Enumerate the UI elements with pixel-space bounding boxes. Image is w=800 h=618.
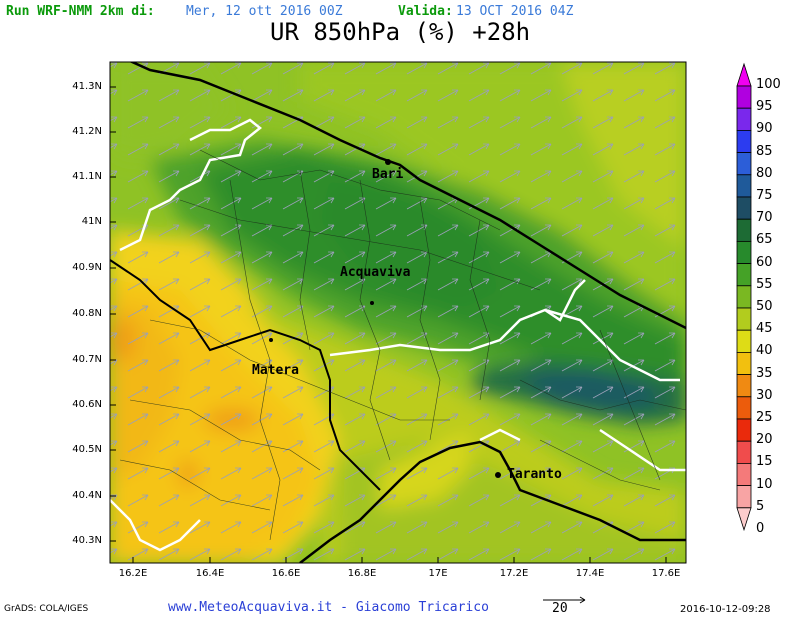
city-acquaviva: Acquaviva [340,265,411,280]
city-bari: Bari [372,167,403,182]
colorbar-swatch [736,196,752,220]
colorbar-swatch [736,263,752,287]
colorbar-label: 40 [756,343,773,359]
bari-marker [385,159,391,165]
lat-label: 41N [81,216,102,227]
lat-label: 40.6N [72,399,102,410]
colorbar-swatch [736,152,752,176]
colorbar-label: 95 [756,99,773,115]
colorbar-swatch [736,85,752,109]
colorbar-label: 80 [756,165,773,181]
colorbar-label: 35 [756,365,773,381]
lat-label: 40.4N [72,490,102,501]
colorbar-swatch [736,174,752,198]
lon-label: 17.2E [499,568,529,579]
axis-ticks [110,86,667,563]
colorbar-label: 0 [756,521,765,536]
generation-timestamp: 2016-10-12-09:28 [680,604,771,615]
colorbar-label: 100 [756,77,781,92]
lat-label: 40.9N [72,262,102,273]
colorbar-cap-bottom [736,507,752,532]
colorbar-label: 5 [756,498,765,514]
colorbar-label: 70 [756,210,773,226]
colorbar-label: 20 [756,432,773,448]
colorbar-label: 10 [756,476,773,492]
colorbar-swatch [736,351,752,375]
lon-label: 16.4E [195,568,225,579]
valid-date: 13 OCT 2016 04Z [456,4,574,19]
city-taranto: Taranto [507,467,562,482]
vector-scale-label: 20 [552,601,568,616]
colorbar-swatch [736,218,752,242]
run-date: Mer, 12 ott 2016 00Z [186,4,343,19]
lat-label: 40.3N [72,535,102,546]
colorbar-swatch [736,240,752,264]
lat-label: 40.8N [72,308,102,319]
software-credit: GrADS: COLA/IGES [4,604,89,614]
colorbar-swatch [736,129,752,153]
colorbar-swatch [736,329,752,353]
colorbar-label: 15 [756,454,773,470]
colorbar-label: 45 [756,321,773,337]
colorbar-label: 30 [756,387,773,403]
humidity-field: Bari Acquaviva Matera Taranto [110,62,686,563]
colorbar-label: 90 [756,121,773,137]
lat-label: 41.1N [72,171,102,182]
colorbar-swatch [736,285,752,309]
run-label: Run WRF-NMM 2km di: [6,4,155,19]
lat-label: 41.3N [72,81,102,92]
colorbar-swatch [736,307,752,331]
colorbar-label: 65 [756,232,773,248]
lat-label: 40.7N [72,354,102,365]
colorbar-label: 50 [756,299,773,314]
vector-scale-arrow [543,596,586,604]
taranto-marker [495,472,501,478]
acquaviva-marker [370,301,374,305]
colorbar-label: 60 [756,254,773,270]
lon-label: 16.6E [271,568,301,579]
lon-label: 17.6E [651,568,681,579]
colorbar-label: 55 [756,276,773,292]
colorbar [736,62,752,532]
valid-label: Valida: [398,4,453,19]
colorbar-swatch [736,374,752,398]
colorbar-label: 25 [756,410,773,425]
colorbar-label: 85 [756,143,773,159]
colorbar-swatch [736,462,752,486]
lon-label: 17E [428,568,448,579]
colorbar-cap-top [736,62,752,87]
lon-label: 16.2E [118,568,148,579]
lon-label: 16.8E [347,568,377,579]
colorbar-swatch [736,440,752,464]
lat-label: 41.2N [72,126,102,137]
city-matera: Matera [252,363,299,378]
colorbar-label: 75 [756,188,773,203]
colorbar-swatch [736,485,752,509]
colorbar-swatch [736,418,752,442]
colorbar-swatch [736,107,752,131]
colorbar-swatch [736,396,752,420]
matera-marker [269,338,273,342]
map-title: UR 850hPa (%) +28h [270,18,531,46]
lat-label: 40.5N [72,444,102,455]
site-credit[interactable]: www.MeteoAcquaviva.it - Giacomo Tricaric… [168,600,489,615]
map-frame [109,61,687,564]
lon-label: 17.4E [575,568,605,579]
